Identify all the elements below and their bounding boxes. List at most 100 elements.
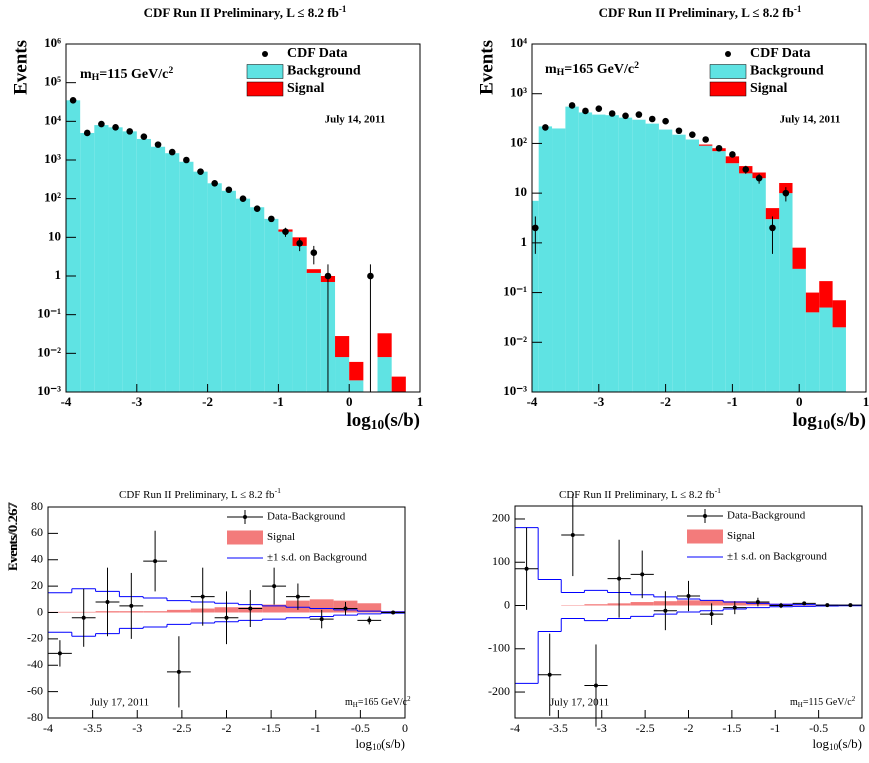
data-point — [715, 144, 723, 152]
y-tick-label: 100 — [492, 554, 510, 568]
legend-marker — [243, 515, 247, 519]
y-tick-label: 10⁻¹ — [503, 284, 527, 299]
x-tick-label: 0 — [402, 721, 408, 735]
data-point — [183, 156, 190, 164]
data-point — [732, 605, 737, 610]
mass-label: mH=115 GeV/c2 — [80, 65, 173, 84]
y-tick-label: 10 — [514, 184, 527, 199]
plot-frame — [531, 43, 867, 393]
data-point — [742, 166, 750, 173]
text-part: 2 — [634, 60, 639, 71]
text-part: -1 — [275, 486, 282, 495]
legend-label: Signal — [287, 81, 324, 96]
histogram-bar — [207, 183, 222, 392]
data-point — [272, 584, 277, 589]
data-point — [343, 606, 348, 611]
histogram-bar — [349, 380, 364, 392]
y-tick-label: 10 — [48, 228, 61, 243]
histogram-bar — [150, 146, 166, 392]
histogram-bar — [792, 268, 806, 392]
text-part: 10 — [817, 417, 831, 432]
data-point — [709, 612, 714, 617]
y-tick-label: 1 — [55, 267, 62, 282]
histogram-bar — [179, 161, 194, 392]
data-point — [69, 96, 77, 104]
y-axis-label: Events — [10, 40, 31, 95]
histogram-bar — [819, 307, 833, 392]
data-point — [608, 110, 616, 117]
histogram-bar — [632, 119, 646, 392]
histogram-bar — [592, 114, 606, 392]
text-part: log — [355, 736, 372, 751]
y-axis-label: Events/0.267 — [5, 502, 20, 571]
histogram-bar — [699, 145, 713, 392]
y-tick-label: 10⁴ — [44, 112, 61, 127]
legend-label: ±1 s.d. on Background — [727, 551, 827, 563]
histogram-bar — [391, 376, 406, 392]
data-point — [542, 124, 549, 131]
histogram-bar — [165, 153, 180, 392]
legend-marker — [725, 51, 731, 57]
data-point — [640, 572, 645, 577]
histogram-bar — [221, 190, 236, 392]
x-tick-label: -1 — [770, 721, 780, 735]
y-tick-label: 10³ — [510, 85, 527, 100]
histogram-bar — [377, 333, 392, 358]
histogram-bar — [532, 200, 539, 392]
text-part: 2 — [852, 695, 856, 703]
y-tick-label: 60 — [31, 525, 43, 539]
text-part: =165 GeV/c — [564, 62, 634, 77]
text-part: =115 GeV/c — [803, 697, 852, 708]
data-point — [686, 593, 691, 598]
histogram-bar — [739, 173, 753, 392]
x-tick-label: -1 — [311, 721, 321, 735]
x-axis-label: log10(s/b) — [793, 410, 866, 432]
y-tick-label: 10⁻¹ — [37, 306, 61, 321]
data-point — [57, 651, 62, 656]
histogram-bar — [306, 272, 321, 392]
data-point — [635, 111, 643, 118]
histogram-bar — [805, 312, 820, 392]
legend-label: ±1 s.d. on Background — [267, 552, 367, 564]
text-part: =165 GeV/c — [358, 697, 408, 708]
text-part: log — [793, 410, 818, 431]
y-tick-label: 80 — [31, 499, 43, 513]
text-part: 2 — [168, 65, 173, 76]
data-point — [675, 127, 683, 135]
text-part: -1 — [715, 486, 722, 495]
x-tick-label: -3.5 — [549, 721, 568, 735]
legend-marker — [709, 81, 747, 97]
x-tick-label: -4 — [61, 394, 72, 409]
text-part: CDF Run II Preliminary, L ≤ 8.2 fb — [119, 489, 275, 501]
y-tick-label: 10⁻³ — [37, 383, 61, 398]
y-tick-label: 40 — [31, 552, 43, 566]
y-tick-label: 10⁻³ — [503, 383, 527, 398]
data-point — [200, 594, 205, 599]
histogram-bar — [262, 604, 287, 613]
legend-label: Signal — [267, 531, 295, 543]
legend-marker — [687, 529, 723, 544]
legend-label: Signal — [727, 530, 755, 542]
x-tick-label: 0 — [796, 394, 803, 409]
histogram-bar — [538, 126, 553, 392]
x-axis-label: log10(s/b) — [347, 410, 420, 432]
data-point — [324, 272, 332, 280]
chart-title: CDF Run II Preliminary, L ≤ 8.2 fb-1 — [144, 4, 347, 20]
legend-label: Data-Background — [267, 511, 346, 523]
data-point — [755, 600, 760, 605]
histogram-bar — [578, 112, 593, 392]
y-tick-label: 10⁶ — [44, 35, 61, 50]
legend-marker — [246, 64, 284, 79]
histogram-bar — [765, 219, 780, 392]
histogram-bar — [80, 132, 95, 393]
histogram-bar — [66, 100, 81, 393]
y-tick-label: -40 — [27, 657, 43, 671]
text-part: m — [80, 67, 92, 82]
text-part: 2 — [407, 695, 411, 703]
y-tick-label: 0 — [37, 604, 43, 618]
data-point — [570, 532, 575, 537]
text-part: =115 GeV/c — [99, 67, 168, 82]
data-point — [524, 566, 529, 571]
x-tick-label: -4 — [527, 394, 538, 409]
